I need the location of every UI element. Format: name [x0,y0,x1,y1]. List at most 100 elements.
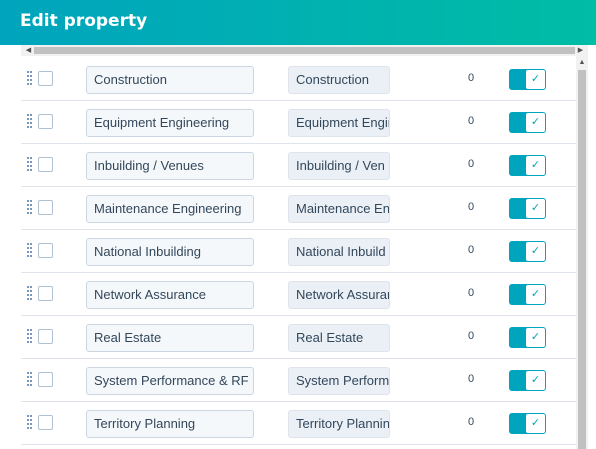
option-internal-value-input[interactable]: Equipment Engir [288,109,390,137]
row-select-checkbox[interactable] [38,157,53,172]
option-label-value: Maintenance Engineering [94,201,242,216]
option-internal-value: Construction [296,72,369,87]
option-usage-count: 0 [467,373,475,385]
row-select-checkbox[interactable] [38,372,53,387]
drag-handle-icon[interactable] [27,114,32,130]
option-internal-value-input[interactable]: Inbuilding / Ven [288,152,390,180]
option-label-value: System Performance & RF [94,373,249,388]
check-icon: ✓ [526,371,545,390]
option-label-input[interactable]: Construction [86,66,254,94]
option-internal-value-input[interactable]: Construction [288,66,390,94]
row-select-checkbox[interactable] [38,286,53,301]
scroll-left-arrow-icon[interactable]: ◀ [25,47,32,54]
option-label-value: Network Assurance [94,287,206,302]
row-select-checkbox[interactable] [38,329,53,344]
row-select-checkbox[interactable] [38,415,53,430]
drag-handle-icon[interactable] [27,243,32,259]
drag-handle-icon[interactable] [27,415,32,431]
scroll-up-arrow-icon[interactable]: ▲ [578,59,586,66]
option-label-input[interactable]: Territory Planning [86,410,254,438]
option-visible-toggle[interactable]: ✓ [509,112,546,133]
option-internal-value-input[interactable]: Real Estate [288,324,390,352]
option-internal-value: Maintenance En [296,201,390,216]
row-select-checkbox[interactable] [38,243,53,258]
option-row: Equipment Engineering Equipment Engir 0 … [21,101,576,144]
drag-handle-icon[interactable] [27,200,32,216]
option-internal-value-input[interactable]: National Inbuild [288,238,390,266]
option-usage-count: 0 [467,244,475,256]
option-internal-value: Real Estate [296,330,364,345]
scroll-right-arrow-icon[interactable]: ▶ [577,47,584,54]
check-icon: ✓ [526,70,545,89]
option-label-value: Inbuilding / Venues [94,158,204,173]
row-select-checkbox[interactable] [38,200,53,215]
option-label-value: National Inbuilding [94,244,201,259]
option-internal-value: Equipment Engir [296,115,390,130]
check-icon: ✓ [526,156,545,175]
row-select-checkbox[interactable] [38,114,53,129]
option-internal-value: Territory Plannin [296,416,390,431]
option-row: Inbuilding / Venues Inbuilding / Ven 0 ✓ [21,144,576,187]
option-label-value: Construction [94,72,167,87]
drag-handle-icon[interactable] [27,157,32,173]
option-visible-toggle[interactable]: ✓ [509,284,546,305]
option-row: National Inbuilding National Inbuild 0 ✓ [21,230,576,273]
row-select-checkbox[interactable] [38,71,53,86]
option-visible-toggle[interactable]: ✓ [509,413,546,434]
option-visible-toggle[interactable]: ✓ [509,69,546,90]
check-icon: ✓ [526,285,545,304]
option-internal-value-input[interactable]: Territory Plannin [288,410,390,438]
check-icon: ✓ [526,414,545,433]
option-row: Network Assurance Network Assurar 0 ✓ [21,273,576,316]
vertical-scroll-thumb[interactable] [578,70,586,449]
check-icon: ✓ [526,328,545,347]
option-visible-toggle[interactable]: ✓ [509,155,546,176]
option-internal-value: Network Assurar [296,287,390,302]
option-label-input[interactable]: System Performance & RF [86,367,254,395]
option-internal-value-input[interactable]: Network Assurar [288,281,390,309]
option-row: Construction Construction 0 ✓ [21,58,576,101]
option-label-value: Equipment Engineering [94,115,230,130]
drag-handle-icon[interactable] [27,286,32,302]
option-row: Territory Planning Territory Plannin 0 ✓ [21,402,576,445]
options-list: Construction Construction 0 ✓ Equipment … [21,58,576,445]
check-icon: ✓ [526,113,545,132]
check-icon: ✓ [526,199,545,218]
modal-header: Edit property [0,0,596,45]
option-usage-count: 0 [467,287,475,299]
option-label-value: Real Estate [94,330,162,345]
option-row: System Performance & RF System Perform 0… [21,359,576,402]
drag-handle-icon[interactable] [27,372,32,388]
option-internal-value-input[interactable]: Maintenance En [288,195,390,223]
horizontal-scroll-thumb[interactable] [34,47,575,54]
vertical-scrollbar[interactable]: ▲ [576,56,588,449]
option-label-input[interactable]: Inbuilding / Venues [86,152,254,180]
modal-title: Edit property [20,11,148,31]
option-label-input[interactable]: Maintenance Engineering [86,195,254,223]
option-visible-toggle[interactable]: ✓ [509,370,546,391]
option-usage-count: 0 [467,72,475,84]
option-label-input[interactable]: Real Estate [86,324,254,352]
option-label-input[interactable]: Network Assurance [86,281,254,309]
option-row: Real Estate Real Estate 0 ✓ [21,316,576,359]
option-label-input[interactable]: Equipment Engineering [86,109,254,137]
drag-handle-icon[interactable] [27,329,32,345]
option-internal-value: Inbuilding / Ven [296,158,385,173]
option-label-input[interactable]: National Inbuilding [86,238,254,266]
option-internal-value: System Perform [296,373,390,388]
check-icon: ✓ [526,242,545,261]
drag-handle-icon[interactable] [27,71,32,87]
option-usage-count: 0 [467,201,475,213]
option-internal-value-input[interactable]: System Perform [288,367,390,395]
horizontal-scrollbar[interactable]: ◀ ▶ [21,45,588,56]
option-usage-count: 0 [467,330,475,342]
option-visible-toggle[interactable]: ✓ [509,327,546,348]
option-row: Maintenance Engineering Maintenance En 0… [21,187,576,230]
option-internal-value: National Inbuild [296,244,386,259]
option-usage-count: 0 [467,416,475,428]
option-visible-toggle[interactable]: ✓ [509,241,546,262]
option-label-value: Territory Planning [94,416,196,431]
option-visible-toggle[interactable]: ✓ [509,198,546,219]
option-usage-count: 0 [467,158,475,170]
option-usage-count: 0 [467,115,475,127]
